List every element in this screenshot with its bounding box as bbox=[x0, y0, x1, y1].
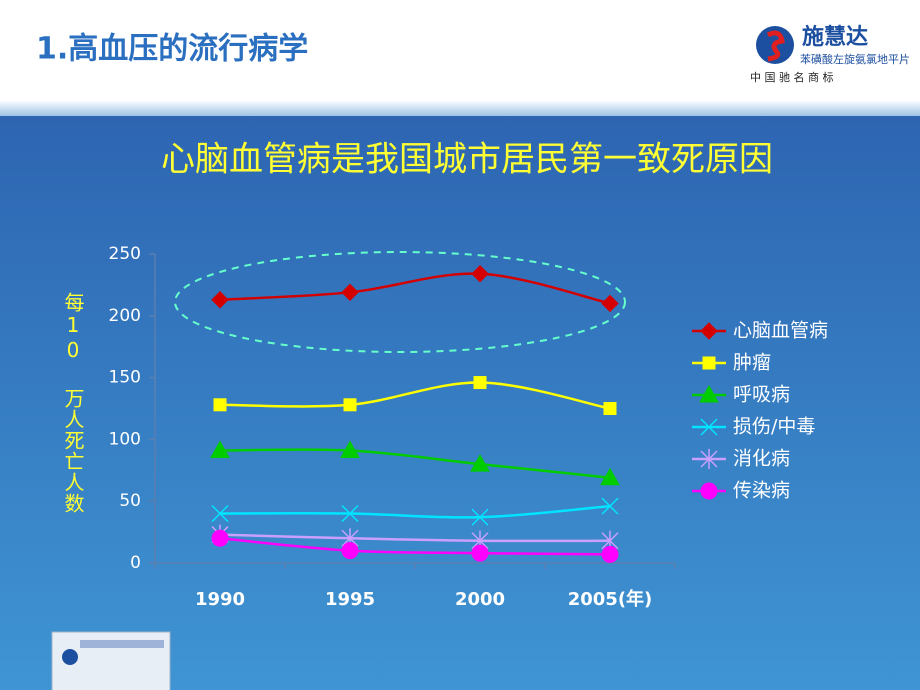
marker bbox=[341, 542, 359, 560]
legend-label: 心脑血管病 bbox=[733, 320, 828, 342]
y-tick-label: 200 bbox=[109, 306, 141, 326]
line bbox=[219, 448, 611, 479]
marker bbox=[471, 544, 489, 562]
series bbox=[211, 265, 619, 313]
product-box bbox=[51, 631, 171, 690]
x-tick-label: 1990 bbox=[195, 589, 245, 610]
y-axis-label: 每10 万人死亡人数 bbox=[61, 292, 85, 514]
line bbox=[219, 381, 611, 410]
marker bbox=[211, 529, 229, 547]
marker bbox=[471, 508, 489, 526]
marker bbox=[211, 291, 229, 309]
line bbox=[219, 272, 611, 305]
y-tick-label: 250 bbox=[109, 244, 141, 264]
marker bbox=[601, 294, 619, 313]
series bbox=[211, 524, 619, 551]
series bbox=[211, 497, 619, 526]
marker bbox=[211, 505, 229, 523]
y-tick-label: 150 bbox=[109, 368, 141, 388]
y-tick-label: 0 bbox=[130, 553, 141, 573]
marker bbox=[210, 440, 230, 459]
marker bbox=[702, 356, 716, 370]
marker bbox=[700, 322, 718, 340]
marker bbox=[603, 402, 617, 415]
highlight-ellipse bbox=[174, 251, 626, 353]
chart-title: 心脑血管病是我国城市居民第一致死原因 bbox=[161, 140, 773, 180]
legend-label: 呼吸病 bbox=[733, 384, 790, 406]
logo-product: 苯磺酸左旋氨氯地平片 bbox=[800, 52, 910, 66]
marker bbox=[700, 418, 718, 436]
x-tick-label: 2000 bbox=[455, 589, 505, 610]
marker bbox=[340, 440, 360, 459]
header-title: 1.高血压的流行病学 bbox=[36, 32, 308, 67]
series bbox=[210, 440, 620, 486]
marker bbox=[473, 376, 487, 390]
marker bbox=[341, 283, 359, 302]
y-tick-label: 50 bbox=[119, 491, 141, 511]
marker bbox=[699, 384, 719, 403]
legend-label: 传染病 bbox=[733, 480, 790, 502]
logo-brand: 施慧达 bbox=[802, 24, 868, 50]
marker bbox=[213, 398, 227, 412]
logo-trademark: 中 国 驰 名 商 标 bbox=[750, 70, 833, 84]
x-tick-label: 2005(年) bbox=[568, 588, 653, 610]
marker bbox=[700, 449, 718, 469]
logo-s bbox=[766, 30, 785, 62]
series bbox=[211, 529, 619, 563]
logo: 施慧达 苯磺酸左旋氨氯地平片 中 国 驰 名 商 标 bbox=[750, 24, 910, 84]
line bbox=[219, 504, 611, 519]
header-fade bbox=[0, 100, 920, 116]
marker bbox=[343, 398, 357, 412]
series bbox=[213, 376, 617, 415]
y-tick-label: 100 bbox=[109, 429, 141, 449]
legend-label: 损伤/中毒 bbox=[733, 416, 815, 438]
marker bbox=[471, 265, 489, 283]
box-logo bbox=[62, 649, 78, 665]
line bbox=[219, 533, 611, 543]
marker bbox=[470, 454, 490, 472]
marker bbox=[601, 545, 619, 563]
box-label bbox=[80, 640, 164, 648]
marker bbox=[341, 505, 359, 523]
marker bbox=[700, 482, 718, 500]
x-tick-label: 1995 bbox=[325, 589, 375, 610]
marker bbox=[600, 467, 620, 486]
marker bbox=[601, 497, 619, 515]
legend-label: 肿瘤 bbox=[733, 352, 771, 374]
legend-label: 消化病 bbox=[733, 448, 790, 470]
line bbox=[219, 537, 611, 556]
